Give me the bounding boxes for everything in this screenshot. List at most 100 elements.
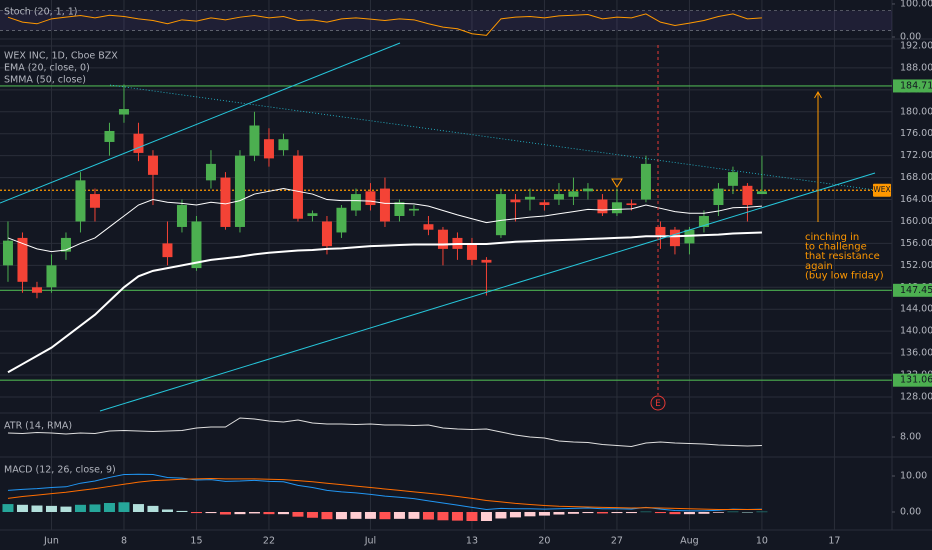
y-tick-label: 100.00	[900, 0, 932, 9]
y-tick-label: 156.00	[900, 238, 932, 249]
macd-histogram-bar	[364, 512, 376, 519]
annotation-text: to challenge	[805, 242, 867, 253]
y-tick-label: 168.00	[900, 172, 932, 183]
x-tick-label: 20	[538, 536, 550, 547]
candle-body	[408, 208, 419, 211]
candle-body	[379, 188, 390, 222]
y-tick-label: 136.00	[900, 348, 932, 359]
indicator-legend: ATR (14, RMA)	[4, 421, 72, 432]
level-label-bg	[893, 79, 932, 93]
macd-histogram-bar	[712, 512, 724, 513]
ma-legend: EMA (20, close, 0)	[4, 63, 90, 74]
price-line-tag	[873, 183, 891, 197]
y-tick-label: 128.00	[900, 391, 932, 402]
macd-histogram-bar	[321, 512, 333, 520]
level-label: 131.06	[900, 375, 932, 386]
macd-histogram-bar	[147, 505, 159, 512]
macd-histogram-bar	[60, 506, 72, 512]
indicator-legend: MACD (12, 26, close, 9)	[4, 465, 116, 476]
candle-body	[278, 139, 289, 151]
macd-histogram-bar	[611, 512, 623, 514]
macd-histogram-bar	[669, 512, 681, 515]
macd-histogram-bar	[553, 512, 565, 515]
macd-histogram-bar	[234, 512, 246, 515]
candle-body	[249, 125, 260, 156]
stoch-line	[7, 13, 762, 36]
x-tick-label: 13	[466, 536, 478, 547]
candle-body	[597, 199, 608, 214]
macd-histogram-bar	[45, 505, 57, 512]
labels: Jun 8 15 22 Jul 13 20 27 Aug 10 17 100.00 0.00 Stoch …	[4, 0, 932, 547]
candle-body	[742, 185, 753, 206]
candle-body	[220, 177, 231, 227]
macd-histogram-bar	[393, 512, 405, 519]
annotation-text: again	[805, 261, 833, 272]
candle-body	[756, 191, 767, 195]
y-tick-label: 144.00	[900, 304, 932, 315]
macd-histogram-bar	[451, 512, 463, 521]
y-tick-label: 0.00	[900, 507, 921, 518]
ma-legend: SMMA (50, close)	[4, 75, 86, 86]
candle-body	[191, 221, 202, 269]
candle-body	[350, 194, 361, 211]
macd-histogram-bar	[567, 512, 579, 514]
candle-body	[118, 109, 129, 115]
macd-histogram-bar	[756, 511, 768, 513]
y-tick-label: 10.00	[900, 471, 927, 482]
candle-body	[539, 202, 550, 206]
macd-histogram-bar	[582, 512, 594, 514]
macd-line	[7, 473, 762, 512]
y-tick-label: 0.00	[900, 32, 921, 43]
candle-body	[60, 237, 71, 252]
macd-histogram-bar	[698, 512, 710, 514]
macd-histogram-bar	[248, 512, 260, 514]
candle-body	[365, 191, 376, 206]
candle-body	[611, 202, 622, 214]
annotation-text: cinching in	[805, 232, 859, 243]
candle-body	[17, 237, 28, 282]
macd-histogram-bar	[625, 512, 637, 514]
candle-body	[727, 172, 738, 186]
annotation-text: that resistance	[805, 251, 880, 262]
candle-body	[162, 243, 173, 258]
x-tick-label: 27	[611, 536, 623, 547]
level-label-bg	[893, 373, 932, 387]
y-tick-label: 176.00	[900, 128, 932, 139]
earnings-label: E	[655, 399, 661, 409]
candle-body	[89, 194, 100, 208]
macd-histogram-bar	[495, 512, 507, 519]
level-label: 147.45	[900, 285, 932, 296]
macd-histogram-bar	[2, 504, 14, 512]
candle-body	[553, 194, 564, 200]
macd-histogram-bar	[422, 512, 434, 520]
main-plot	[0, 84, 892, 381]
y-tick-label: 152.00	[900, 260, 932, 271]
arrow-head	[814, 91, 822, 99]
macd-histogram-bar	[263, 512, 275, 515]
annotation-text: (buy low friday)	[805, 270, 884, 281]
candle-body	[75, 180, 86, 222]
macd-histogram-bar	[219, 512, 231, 515]
macd-histogram-bar	[306, 512, 318, 518]
ma-line	[7, 231, 762, 374]
y-tick-label: 192.00	[900, 40, 932, 51]
candle-body	[466, 243, 477, 260]
candle-body	[437, 229, 448, 249]
macd-histogram-bar	[118, 502, 130, 512]
candle-body	[234, 155, 245, 227]
x-tick-label: 10	[756, 536, 768, 547]
plot	[0, 10, 892, 521]
macd-line	[7, 478, 762, 510]
level-label-bg	[893, 283, 932, 297]
macd-histogram-bar	[350, 512, 362, 519]
candle-body	[582, 188, 593, 192]
earnings-circle	[650, 395, 666, 411]
marker-triangle	[611, 178, 623, 188]
candle-body	[640, 163, 651, 200]
candle-body	[263, 139, 274, 159]
candle-body	[321, 221, 332, 247]
macd-histogram-bar	[654, 512, 666, 514]
macd-histogram-bar	[524, 512, 536, 517]
macd-histogram-bar	[132, 504, 144, 512]
x-tick-label: 17	[828, 536, 840, 547]
